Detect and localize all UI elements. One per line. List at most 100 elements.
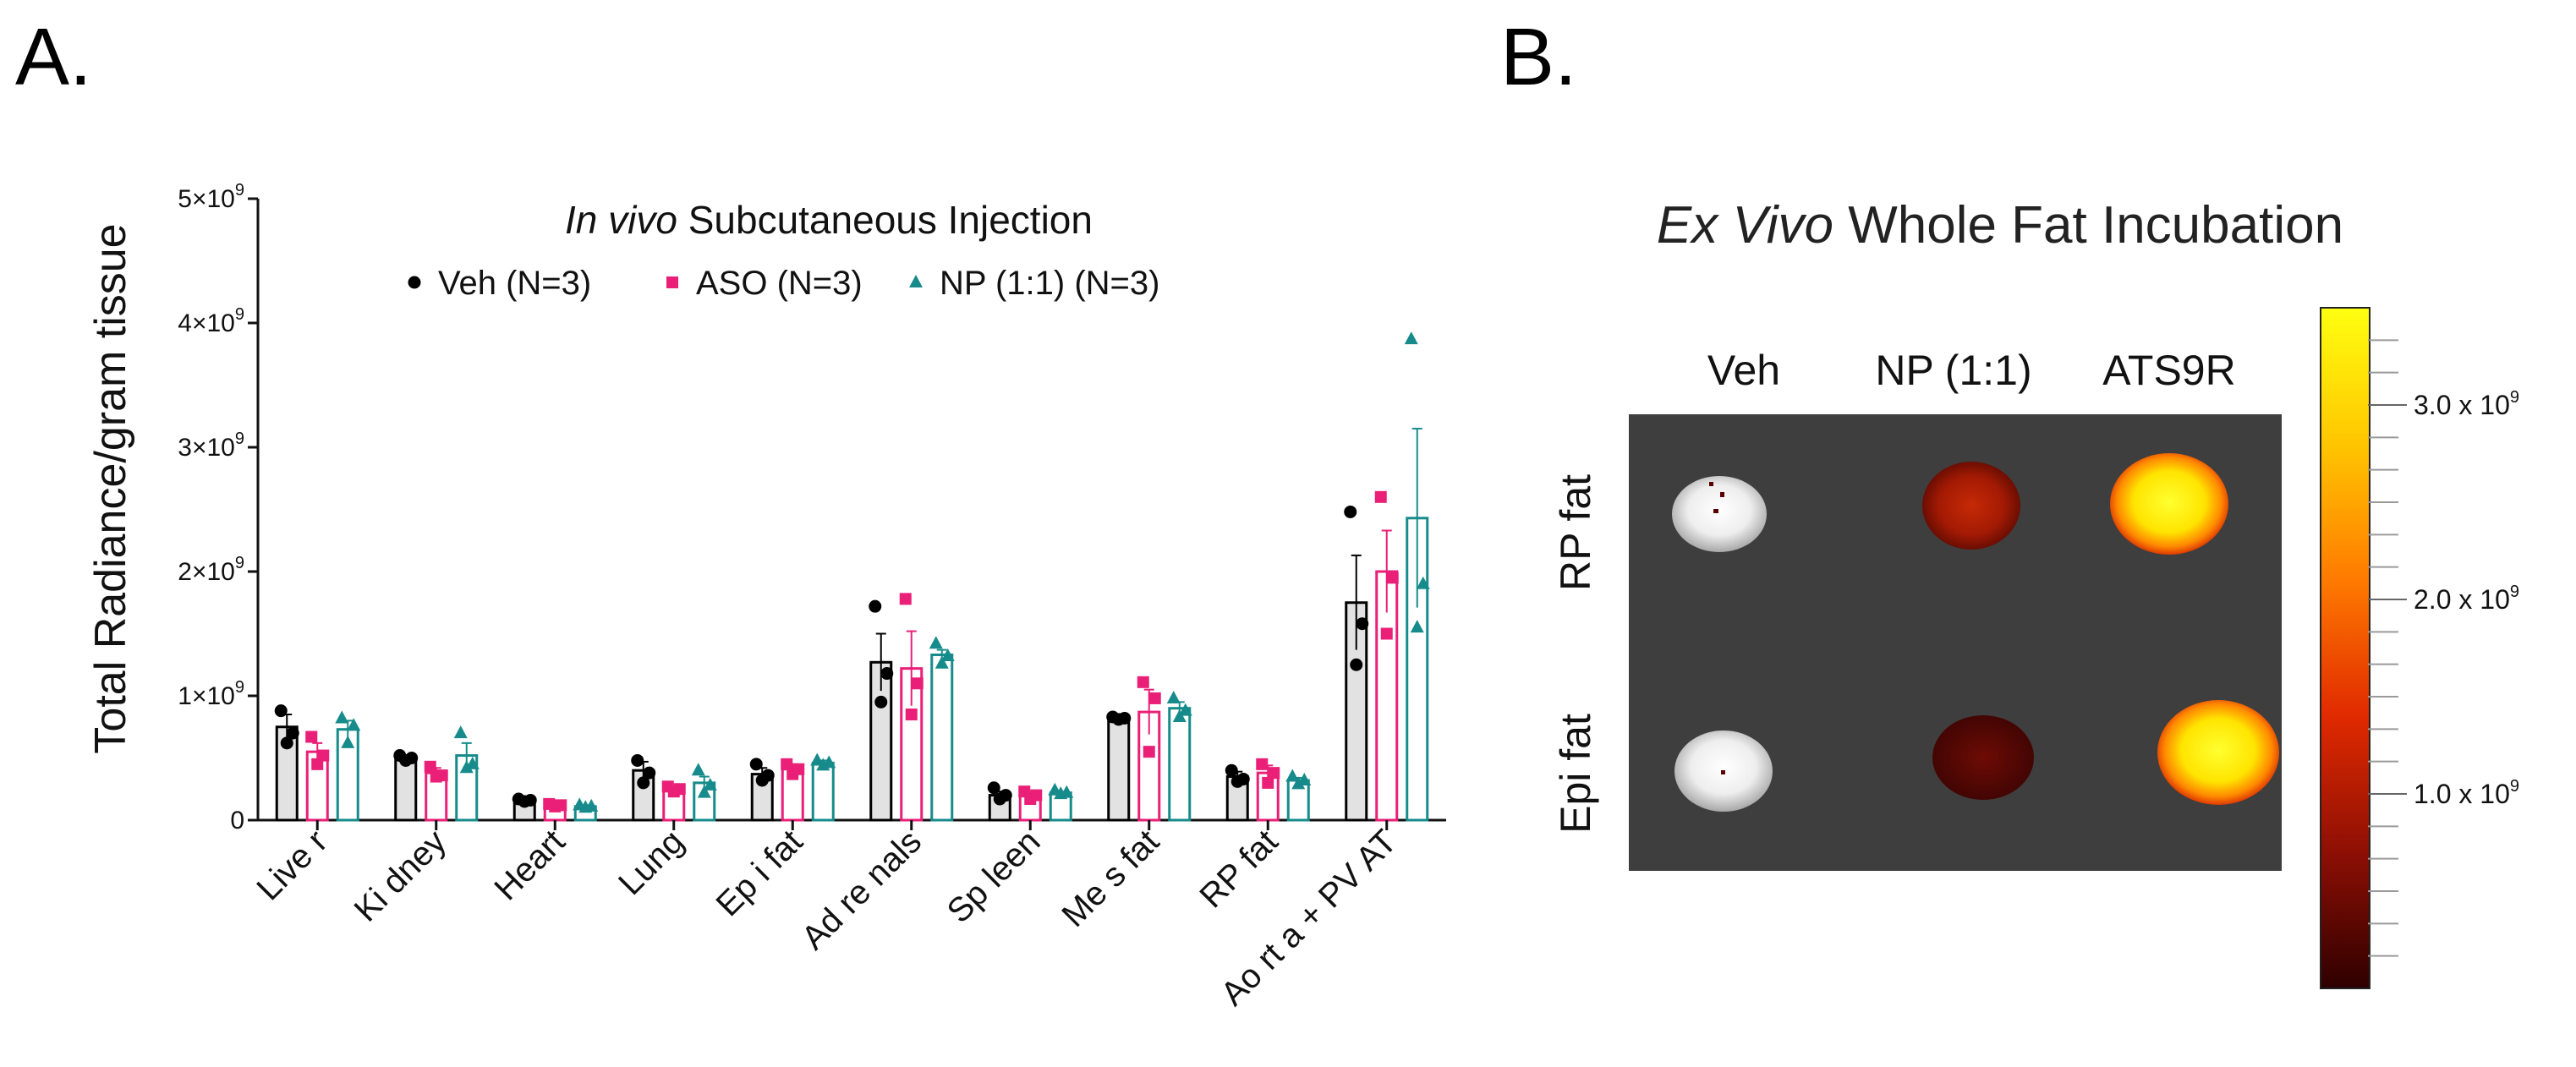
bar [750,773,774,822]
data-point [1410,620,1424,633]
panel-b-title: Ex Vivo Whole Fat Incubation [1657,196,2343,254]
sample-np-rp-fat [1922,462,2020,550]
data-point [399,753,413,767]
data-point [1380,627,1393,640]
column-label-np: NP (1:1) [1875,347,2031,394]
chart-title: In vivo Subcutaneous Injection [565,198,1093,242]
y-axis: 0 1×109 2×109 3×109 4×109 5×109 [178,181,1446,834]
y-tick-label: 2×109 [178,554,244,586]
data-point [810,752,825,766]
data-point [929,636,943,649]
sample-veh-epi-fat [1674,730,1773,812]
data-point [787,768,799,780]
data-point [305,730,318,743]
data-point [430,770,442,783]
data-point [667,785,680,798]
data-point [549,800,562,813]
data-point [874,695,888,709]
data-point [1148,692,1161,704]
data-point [781,758,793,770]
data-point [1356,617,1369,631]
data-point [1225,763,1238,777]
colorbar-tick-label: 1.0 x 109 [2414,777,2519,809]
data-point [578,800,593,813]
data-point [643,766,656,780]
legend-label: NP (1:1) (N=3) [940,265,1159,302]
y-tick-label: 0 [230,807,244,834]
data-point [341,735,355,748]
sample-veh-rp-fat [1672,476,1767,552]
data-point [1285,769,1300,782]
y-tick-label: 4×109 [178,305,244,337]
data-point [905,709,918,721]
data-point [518,795,531,808]
data-point [911,677,924,690]
data-point [1054,786,1068,800]
column-label-veh: Veh [1707,347,1780,394]
data-point [1404,331,1418,345]
data-point [691,763,705,776]
data-point [869,599,882,613]
legend-label: ASO (N=3) [696,265,863,302]
data-point [637,776,650,790]
data-point [1166,690,1181,703]
data-point [1256,758,1269,770]
data-point [1386,572,1399,584]
sample-ats9r-epi-fat [2157,700,2279,805]
bar-chart: A. Total Radiance/gram tissue In vivo Su… [15,12,1446,1013]
bar [1168,707,1192,822]
data-point [335,710,349,724]
data-point [816,758,830,771]
data-point [311,758,324,770]
data-point [749,758,763,771]
data-point [1416,576,1430,589]
data-point [697,785,711,798]
legend-label: Veh (N=3) [438,265,591,302]
data-point [1291,776,1306,790]
data-point [934,655,949,669]
colorbar [2320,307,2370,989]
data-point [459,760,474,774]
data-point [1268,767,1280,780]
data-point [1350,658,1363,671]
data-point [987,781,1000,795]
y-axis-label: Total Radiance/gram tissue [86,223,135,753]
data-point [940,648,955,661]
data-point [703,777,717,791]
data-point [1262,776,1274,789]
data-point [424,760,436,773]
data-point [1172,709,1187,722]
data-point [1178,703,1192,716]
legend: Veh (N=3) ASO (N=3) NP (1:1) (N=3) [408,265,1159,302]
legend-marker [909,275,923,287]
panel-label-a: A. [15,12,92,102]
data-point [274,704,288,718]
colorbar-tick-label: 2.0 x 109 [2414,583,2519,615]
colorbar-tick-label: 3.0 x 109 [2414,388,2519,420]
data-point [1230,774,1244,788]
row-label-epi-fat: Epi fat [1552,714,1599,834]
y-tick-label: 3×109 [178,430,244,462]
data-point [1374,490,1387,503]
row-label-rp-fat: RP fat [1552,474,1599,591]
column-label-ats9r: ATS9R [2102,347,2235,394]
data-point [880,667,894,681]
legend-marker [666,276,678,288]
data-point [1143,746,1155,758]
data-point [286,726,299,740]
data-point [1344,505,1357,518]
colorbar-ticks: 3.0 x 109 2.0 x 109 1.0 x 109 [2368,339,2519,957]
bars [274,331,1430,822]
data-point [899,593,912,605]
sample-np-epi-fat [1932,715,2034,800]
panel-label-b: B. [1500,12,1577,102]
data-point [631,753,644,767]
data-point [347,718,361,731]
data-point [280,736,293,750]
sample-ats9r-rp-fat [2110,453,2228,555]
y-tick-label: 1×109 [178,678,244,710]
data-point [1024,793,1037,806]
data-point [1137,676,1149,688]
data-point [1112,713,1126,726]
